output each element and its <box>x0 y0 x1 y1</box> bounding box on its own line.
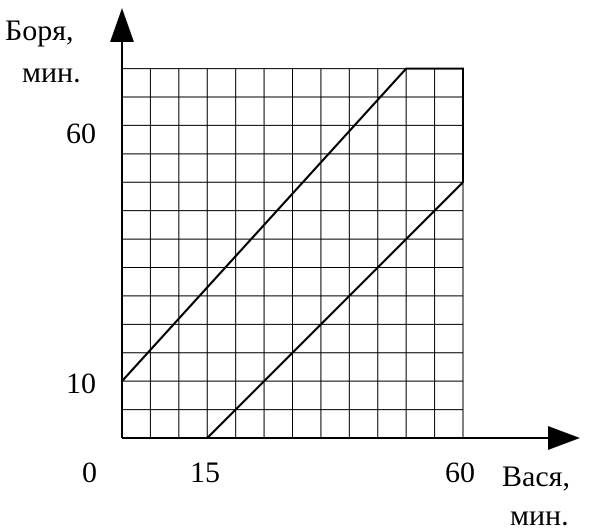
grid <box>121 68 464 439</box>
origin-label: 0 <box>82 456 97 489</box>
upper-diagonal-line <box>121 67 407 382</box>
x-axis-label-line1: Вася, <box>502 460 570 493</box>
y-tick-label-60: 60 <box>66 117 96 150</box>
x-axis-arrow <box>548 426 580 450</box>
x-axis-label-line2: мин. <box>510 499 569 531</box>
y-axis-label-line2: мин. <box>22 56 81 89</box>
lower-diagonal-line <box>206 181 464 439</box>
y-tick-label-10: 10 <box>66 367 96 400</box>
y-axis-arrow <box>110 8 134 42</box>
y-axis-label-line1: Боря, <box>5 14 74 47</box>
x-tick-label-60: 60 <box>445 456 475 489</box>
x-tick-label-15: 15 <box>190 456 220 489</box>
